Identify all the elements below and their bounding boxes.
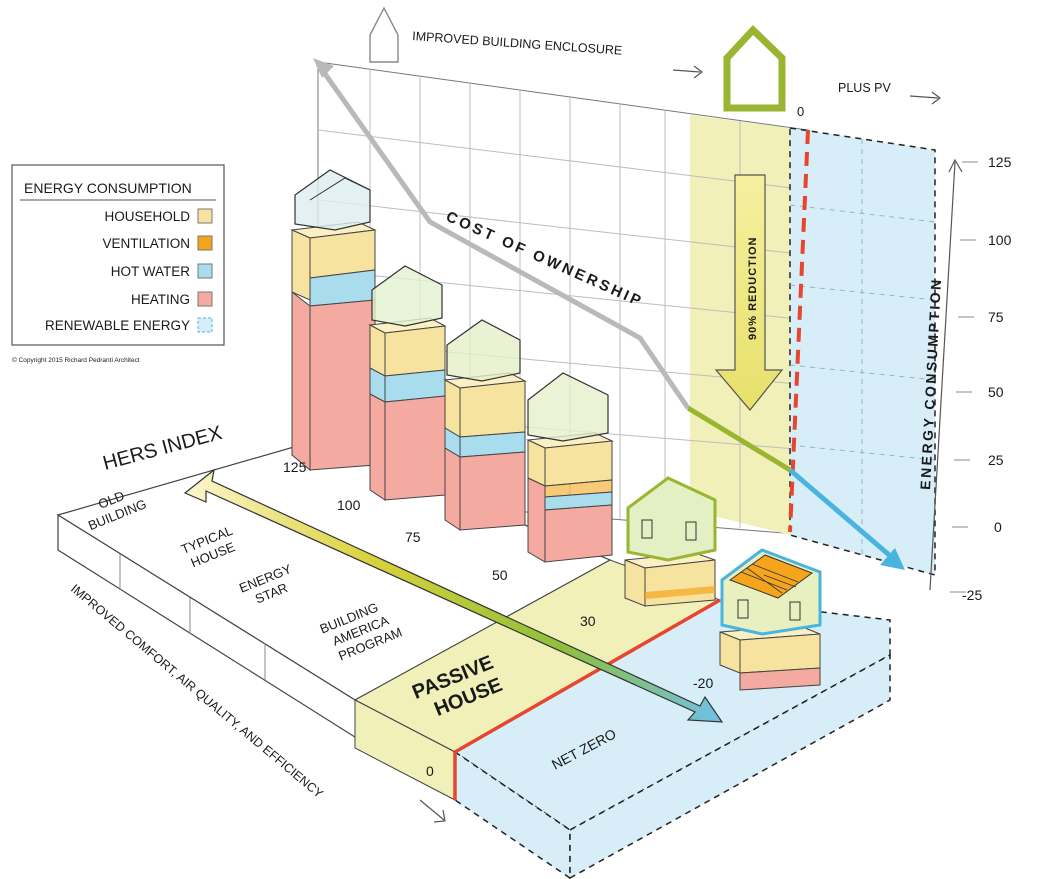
energy-tick-125: 125 (988, 154, 1012, 170)
hers-value-30: 30 (580, 613, 596, 629)
hers-arrow (183, 468, 724, 723)
energy-tick-50: 50 (988, 384, 1004, 400)
legend-label-hot-water: HOT WATER (111, 264, 190, 279)
legend-swatch-household (197, 208, 213, 224)
top-zero-label: 0 (797, 104, 804, 119)
bar-passive-house (624, 476, 717, 607)
solar-panels (728, 554, 814, 599)
hers-value-0: 0 (426, 763, 434, 779)
legend-label-heating: HEATING (131, 292, 190, 307)
energy-axis (929, 158, 978, 593)
hers-index-title: HERS INDEX (101, 422, 225, 475)
zero-line-floor (454, 598, 721, 754)
reduction-label: 90% REDUCTION (747, 237, 759, 340)
energy-tick-75: 75 (988, 309, 1004, 325)
bar-net-zero-house (719, 548, 822, 691)
legend-title: ENERGY CONSUMPTION (24, 180, 192, 196)
enclosure-label: IMPROVED BUILDING ENCLOSURE (412, 29, 623, 58)
enclosure-header (369, 6, 941, 112)
hers-value-50: 50 (492, 567, 508, 583)
comfort-arrow (419, 799, 446, 823)
hers-value-neg20: -20 (693, 675, 713, 691)
reduction-arrow (714, 174, 784, 411)
energy-tick-100: 100 (988, 232, 1012, 248)
hers-value-100: 100 (337, 497, 361, 513)
house-outline-icon (369, 6, 399, 63)
hers-value-125: 125 (283, 459, 307, 475)
copyright-text: © Copyright 2015 Richard Pedranti Archit… (12, 356, 140, 364)
energy-tick-0: 0 (994, 519, 1002, 535)
legend-label-renewable: RENEWABLE ENERGY (45, 318, 190, 333)
energy-tick-25: 25 (988, 452, 1004, 468)
bar-old-building (290, 169, 377, 472)
hers-value-75: 75 (405, 529, 421, 545)
legend (11, 164, 225, 346)
legend-swatch-hot-water (197, 263, 213, 279)
legend-swatch-ventilation (197, 235, 213, 251)
house-green-icon (723, 25, 786, 112)
energy-tick-neg25: -25 (962, 587, 982, 603)
legend-label-household: HOUSEHOLD (104, 209, 190, 224)
renewable-zone-wall (789, 127, 936, 576)
legend-swatch-heating (197, 291, 213, 307)
cost-of-ownership-line (313, 58, 905, 570)
bar-energy-star (443, 319, 527, 531)
bar-building-america (526, 372, 614, 563)
zero-line-wall (788, 129, 810, 533)
pv-label: PLUS PV (838, 81, 891, 95)
legend-label-ventilation: VENTILATION (102, 236, 190, 251)
legend-swatch-renewable (197, 317, 213, 333)
bar-typical-house (368, 265, 447, 501)
